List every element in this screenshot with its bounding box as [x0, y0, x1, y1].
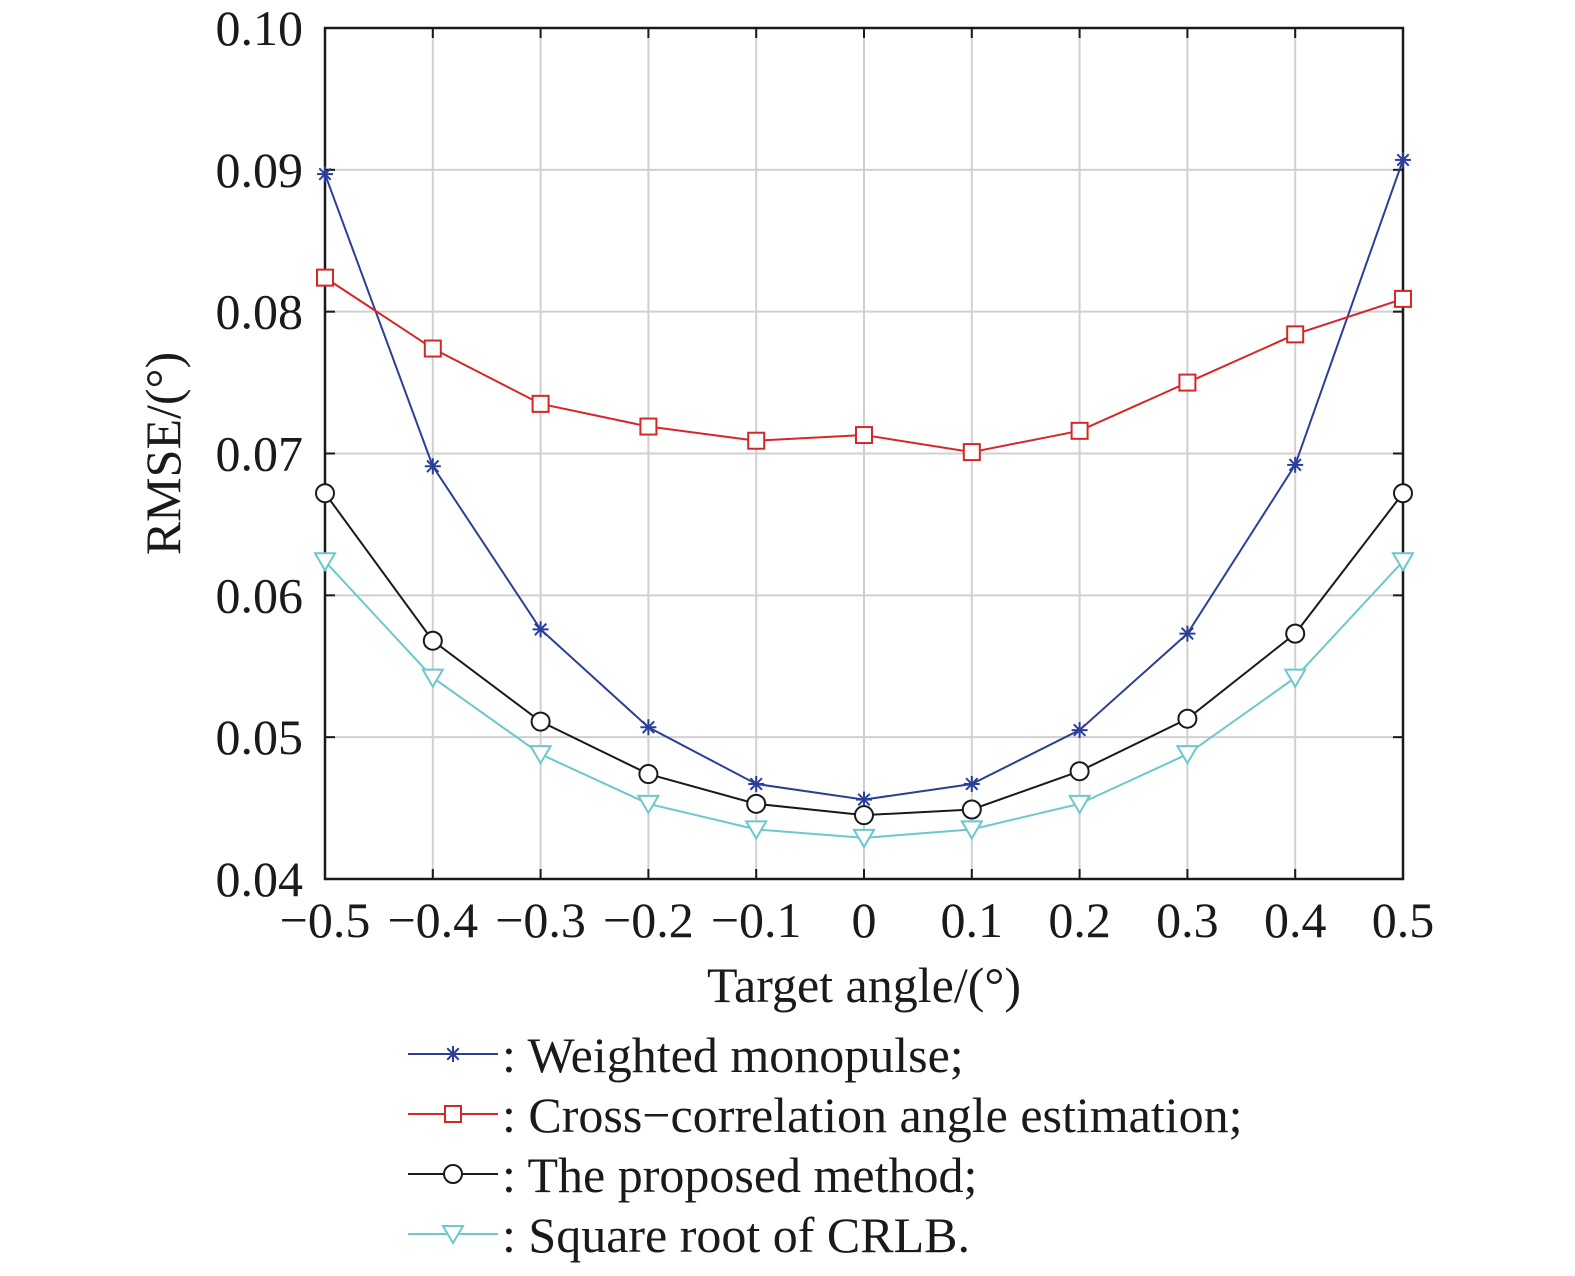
x-tick-label: −0.1: [711, 892, 802, 948]
legend-entry: : Cross−correlation angle estimation;: [408, 1087, 1243, 1143]
y-tick-label: 0.08: [216, 284, 304, 340]
legend-label: : The proposed method;: [502, 1147, 977, 1203]
data-point: [744, 820, 768, 841]
x-tick-label: 0.2: [1048, 892, 1111, 948]
data-point: [1283, 668, 1307, 689]
legend-entry: : Square root of CRLB.: [408, 1207, 970, 1263]
data-point: [421, 668, 445, 689]
data-point: [1391, 552, 1415, 573]
data-point: [855, 426, 873, 445]
legend-label: : Weighted monopulse;: [502, 1027, 964, 1083]
data-point: [638, 764, 659, 785]
legend-swatch-marker: [441, 1225, 465, 1245]
legend-entry: : The proposed method;: [408, 1147, 977, 1203]
data-point: [313, 552, 337, 573]
data-point: [317, 166, 333, 183]
data-point: [854, 805, 874, 826]
data-point: [1070, 421, 1089, 440]
data-point: [1285, 623, 1306, 644]
x-tick-label: −0.4: [387, 892, 478, 948]
x-tick-label: 0.4: [1264, 892, 1327, 948]
x-tick-label: 0.5: [1372, 892, 1435, 948]
data-point: [1287, 456, 1304, 473]
data-point: [1395, 151, 1411, 168]
series-circle: [315, 483, 1413, 826]
data-point: [316, 268, 334, 287]
data-point: [962, 443, 981, 462]
data-point: [530, 711, 551, 732]
data-point: [1069, 761, 1090, 782]
data-point: [961, 799, 982, 820]
data-point: [1178, 373, 1197, 392]
data-point: [1067, 794, 1092, 815]
legend-label: : Cross−correlation angle estimation;: [502, 1087, 1243, 1143]
x-tick-label: −0.2: [603, 892, 694, 948]
x-tick-label: 0: [852, 892, 877, 948]
y-tick-label: 0.10: [216, 0, 304, 56]
series-triangle-down: [313, 552, 1415, 849]
legend-entry: : Weighted monopulse;: [408, 1027, 964, 1083]
legend-swatch-marker: [445, 1046, 461, 1062]
grid-lines: [324, 27, 1404, 880]
data-point: [748, 775, 765, 792]
data-point: [531, 394, 550, 413]
data-point: [852, 828, 876, 849]
data-point: [640, 719, 657, 736]
data-point: [528, 745, 553, 766]
y-tick-label: 0.09: [216, 142, 304, 198]
data-series: [313, 151, 1415, 849]
series-asterisk: [317, 151, 1411, 808]
data-point: [1394, 289, 1412, 308]
legend-swatch-marker: [444, 1105, 462, 1123]
data-point: [422, 630, 443, 651]
data-point: [532, 621, 549, 638]
data-point: [1177, 708, 1198, 729]
data-point: [1286, 325, 1305, 344]
legend-label: : Square root of CRLB.: [502, 1207, 970, 1263]
data-point: [747, 431, 766, 450]
data-point: [963, 775, 980, 792]
legend: : Weighted monopulse;: Cross−correlation…: [408, 1027, 1243, 1263]
data-point: [856, 791, 872, 808]
legend-swatch-marker: [443, 1164, 463, 1184]
y-tick-label: 0.05: [216, 709, 304, 765]
axis-tick-marks: [324, 27, 1404, 880]
y-axis-label: RMSE/(°): [135, 352, 191, 555]
data-point: [1179, 625, 1196, 642]
y-tick-label: 0.06: [216, 567, 304, 623]
data-point: [639, 417, 658, 436]
x-axis-tick-labels: −0.5 −0.4 −0.3 −0.2 −0.1 0 0.1 0.2 0.3 0.4 0.5: [280, 892, 1435, 948]
x-tick-label: −0.3: [495, 892, 586, 948]
data-point: [1175, 745, 1200, 766]
y-tick-label: 0.04: [216, 851, 304, 907]
data-point: [315, 483, 335, 504]
x-tick-label: 0.3: [1156, 892, 1219, 948]
data-point: [1393, 483, 1413, 504]
data-point: [424, 458, 441, 475]
y-axis-tick-labels: 0.04 0.05 0.06 0.07 0.08 0.09 0.10: [216, 0, 304, 907]
data-point: [960, 820, 984, 841]
data-point: [636, 794, 661, 815]
data-point: [746, 793, 767, 814]
data-point: [423, 339, 442, 358]
data-point: [1071, 722, 1088, 739]
x-tick-label: −0.5: [280, 892, 371, 948]
x-tick-label: 0.1: [941, 892, 1004, 948]
series-square: [316, 268, 1412, 462]
x-axis-label: Target angle/(°): [707, 957, 1021, 1013]
y-tick-label: 0.07: [216, 426, 304, 482]
